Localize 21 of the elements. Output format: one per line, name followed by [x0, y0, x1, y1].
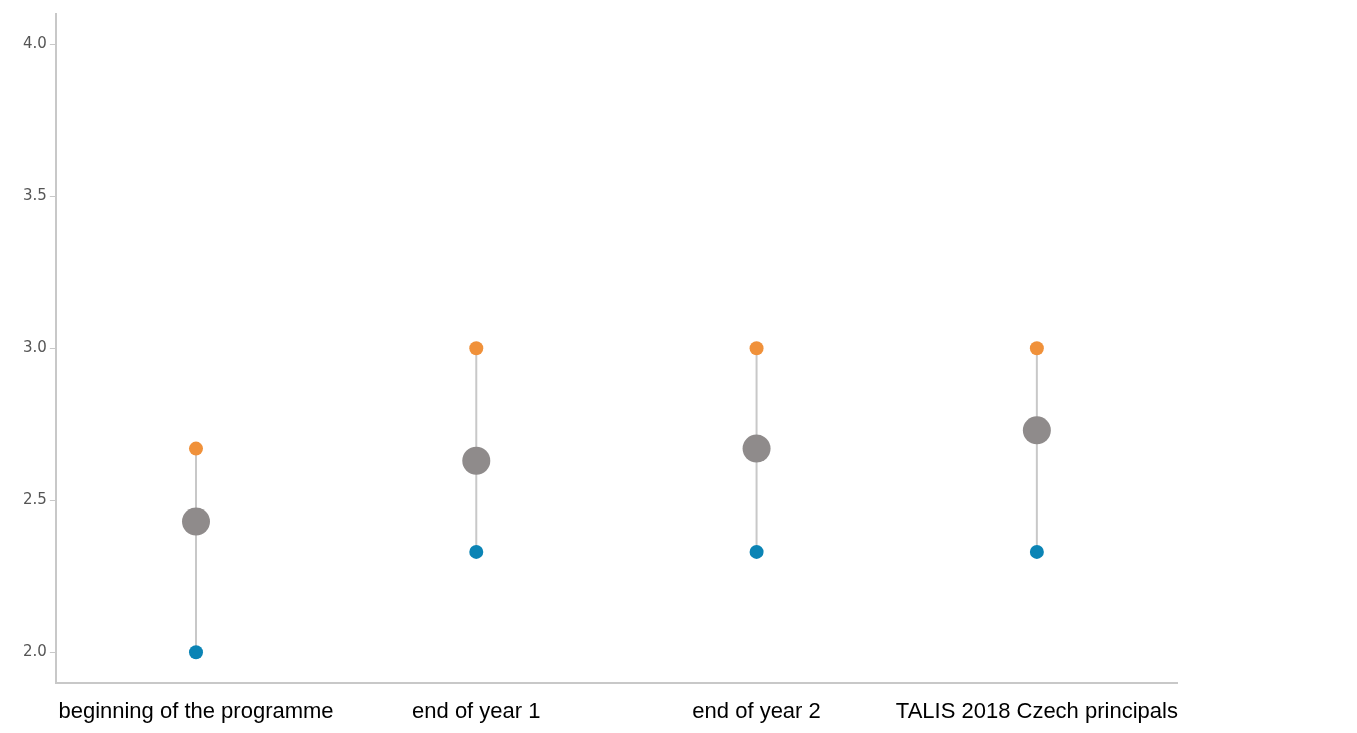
y-tick-label: 2.5 — [23, 490, 47, 509]
point — [742, 434, 771, 463]
point — [189, 441, 203, 456]
x-tick-label: end of year 1 — [412, 697, 541, 723]
point — [1029, 544, 1044, 559]
point — [462, 446, 491, 475]
x-tick-label: TALIS 2018 Czech principals — [895, 697, 1178, 723]
point — [749, 544, 764, 559]
y-tick-label: 3.0 — [23, 338, 47, 357]
point — [469, 544, 484, 559]
y-tick-label: 4.0 — [23, 34, 47, 53]
x-tick-label: beginning of the programme — [58, 697, 334, 723]
point — [469, 341, 484, 356]
x-tick-label: end of year 2 — [692, 697, 821, 723]
point — [189, 645, 203, 660]
point — [749, 341, 764, 356]
point — [1022, 416, 1051, 445]
y-tick-label: 3.5 — [23, 186, 47, 205]
point — [182, 507, 210, 536]
point — [1029, 341, 1044, 356]
y-tick-label: 2.0 — [23, 642, 47, 661]
